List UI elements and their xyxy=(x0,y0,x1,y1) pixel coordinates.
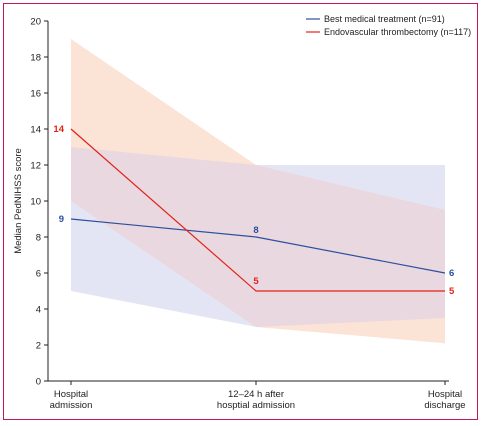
label-endovascular-0: 14 xyxy=(53,124,64,135)
y-tick-label-10: 10 xyxy=(30,197,41,208)
x-tick-label-2-1: discharge xyxy=(424,400,465,411)
y-tick-label-12: 12 xyxy=(30,161,41,172)
y-tick-label-16: 16 xyxy=(30,89,41,100)
y-tick-label-0: 0 xyxy=(36,377,41,388)
uncertainty-bands xyxy=(71,39,445,344)
chart: 02468101214161820Hospitaladmission12–24 … xyxy=(13,14,471,412)
y-tick-label-2: 2 xyxy=(36,341,41,352)
data-labels: 9 8 6 14 5 5 xyxy=(53,124,455,297)
x-tick-label-1-0: 12–24 h after xyxy=(228,389,284,400)
y-tick-label-8: 8 xyxy=(36,233,41,244)
label-best-medical-1: 8 xyxy=(253,225,258,236)
y-tick-label-6: 6 xyxy=(36,269,41,280)
y-tick-label-14: 14 xyxy=(30,125,41,136)
x-tick-label-0-1: admission xyxy=(50,400,93,411)
legend: Best medical treatment (n=91) Endovascula… xyxy=(306,14,471,37)
y-tick-label-18: 18 xyxy=(30,53,41,64)
band-overlap xyxy=(71,147,445,327)
x-tick-label-1-1: hosptial admission xyxy=(217,400,295,411)
y-tick-label-4: 4 xyxy=(36,305,41,316)
chart-frame: 0 2 4 6 8 10 12 14 16 18 20 Hospital admission 12–24 … xyxy=(3,3,478,420)
line-best-medical xyxy=(70,218,446,274)
axes: 02468101214161820Hospitaladmission12–24 … xyxy=(30,17,465,412)
label-best-medical-2: 6 xyxy=(449,268,454,279)
legend-label-best-medical: Best medical treatment (n=91) xyxy=(324,14,445,24)
label-best-medical-0: 9 xyxy=(59,214,64,225)
line-endovascular xyxy=(70,128,445,292)
legend-label-endovascular: Endovascular thrombectomy (n=117) xyxy=(324,27,471,37)
y-tick-label-20: 20 xyxy=(30,17,41,28)
x-tick-label-2-0: Hospital xyxy=(428,389,462,400)
series-lines xyxy=(70,128,446,292)
label-endovascular-1: 5 xyxy=(253,276,259,287)
label-endovascular-2: 5 xyxy=(449,286,455,297)
y-axis-title: Median PedNIHSS score xyxy=(13,148,24,254)
x-tick-label-0-0: Hospital xyxy=(54,389,88,400)
